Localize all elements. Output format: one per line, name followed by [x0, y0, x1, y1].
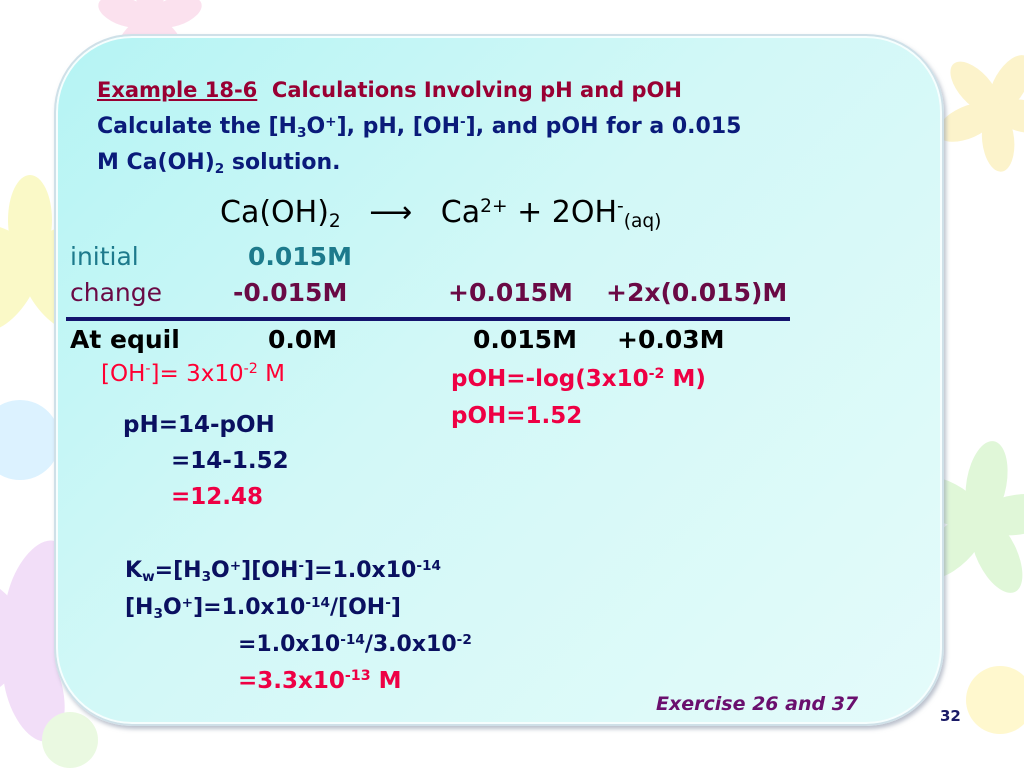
- reaction-equation: Ca(OH)2 ⟶ Ca2+ + 2OH-(aq): [220, 195, 662, 233]
- ph-substitution: =14-1.52: [171, 448, 289, 474]
- hydronium-expression: [H3O+]=1.0x10-14/[OH-]: [125, 594, 401, 622]
- hydroxide-concentration: [OH-]= 3x10-2 M: [101, 361, 285, 387]
- ice-change-label: change: [70, 278, 163, 307]
- ice-equil-value-1: 0.0M: [268, 325, 338, 354]
- example-label: Example 18-6: [97, 78, 258, 102]
- ice-equil-label: At equil: [70, 325, 180, 354]
- ice-change-value-1: -0.015M: [233, 278, 348, 307]
- problem-line-1: Calculate the [H3O+], pH, [OH-], and pOH…: [97, 113, 742, 141]
- ice-initial-label: initial: [70, 242, 139, 271]
- ice-change-value-3: +2x(0.015)M: [606, 278, 788, 307]
- ph-result: =12.48: [171, 484, 264, 510]
- ice-change-value-2: +0.015M: [448, 278, 573, 307]
- example-title: Calculations Involving pH and pOH: [271, 78, 682, 102]
- reaction-arrow: ⟶: [369, 195, 413, 230]
- exercise-reference: Exercise 26 and 37: [656, 693, 859, 715]
- problem-line-2: M Ca(OH)2 solution.: [97, 150, 341, 177]
- page-number: 32: [940, 707, 961, 725]
- hydronium-substitution: =1.0x10-14/3.0x10-2: [238, 631, 472, 657]
- content-panel: [54, 34, 944, 726]
- poh-expression: pOH=-log(3x10-2 M): [451, 366, 706, 392]
- ph-formula: pH=14-pOH: [123, 412, 275, 438]
- ice-initial-value: 0.015M: [248, 242, 352, 271]
- kw-expression: Kw=[H3O+][OH-]=1.0x10-14: [125, 557, 441, 585]
- ice-equil-value-2: 0.015M: [473, 325, 577, 354]
- ice-equil-value-3: +0.03M: [617, 325, 725, 354]
- hydronium-result: =3.3x10-13 M: [238, 668, 402, 694]
- example-heading: Example 18-6 Calculations Involving pH a…: [97, 80, 682, 101]
- poh-value: pOH=1.52: [451, 403, 583, 429]
- ice-divider: [66, 317, 790, 321]
